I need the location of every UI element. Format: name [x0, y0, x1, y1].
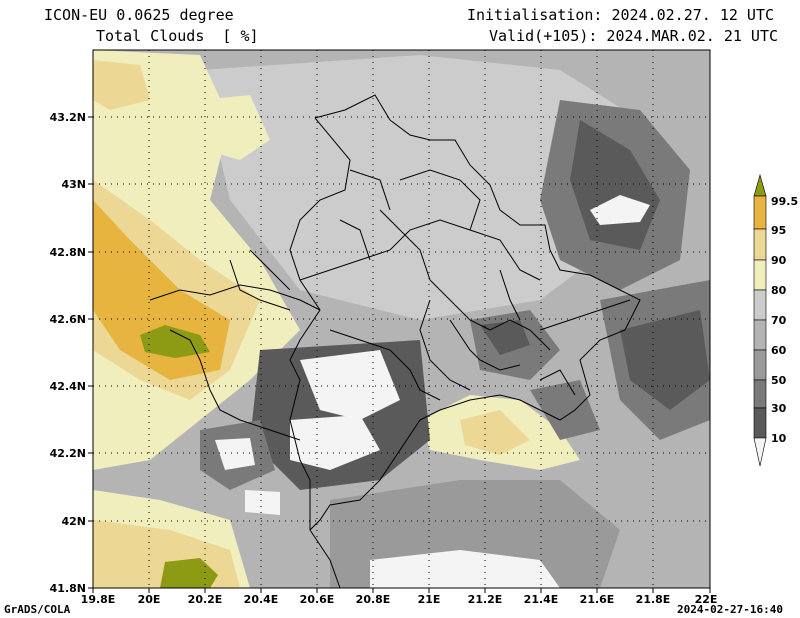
lon-label: 19.8E: [81, 593, 116, 606]
colorbar-segment-60: [753, 319, 767, 351]
valid-time: Valid(+105): 2024.MAR.02. 21 UTC: [489, 27, 778, 45]
grid-lines: [93, 50, 710, 588]
lon-label: 20.6E: [300, 593, 335, 606]
axis-ticks: [88, 116, 711, 593]
colorbar-segment-50: [753, 349, 767, 381]
lon-label: 22E: [695, 593, 718, 606]
timestamp-label: 2024-02-27-16:40: [677, 603, 783, 616]
colorbar-label: 70: [771, 314, 787, 327]
colorbar-label: 95: [771, 224, 786, 237]
colorbar-segment-70: [753, 289, 767, 321]
lon-label: 21.2E: [468, 593, 503, 606]
lon-label: 21.6E: [580, 593, 615, 606]
colorbar-label: 10: [771, 432, 787, 445]
lat-label: 42.8N: [50, 246, 86, 259]
colorbar-bottom-triangle: [753, 437, 767, 467]
colorbar-label: 30: [771, 402, 787, 415]
colorbar-segment-90: [753, 228, 767, 261]
lat-labels: 41.8N 42N 42.2N 42.4N 42.6N 42.8N 43N 43…: [50, 111, 86, 595]
lat-label: 43N: [61, 178, 86, 191]
colorbar-labels: 99.5 95 90 80 70 60 50 30 10: [771, 195, 798, 445]
colorbar: [753, 173, 767, 467]
lon-label: 20.8E: [356, 593, 391, 606]
colorbar-label: 50: [771, 374, 787, 387]
colorbar-label: 99.5: [771, 195, 798, 208]
colorbar-segment-95: [753, 195, 767, 230]
lat-label: 42.2N: [50, 447, 86, 460]
lat-label: 42N: [61, 515, 86, 528]
lon-label: 20.4E: [244, 593, 279, 606]
lon-label: 21E: [418, 593, 441, 606]
lat-label: 41.8N: [50, 582, 86, 595]
colorbar-label: 80: [771, 284, 787, 297]
colorbar-segment-80: [753, 259, 767, 291]
model-title: ICON-EU 0.0625 degree: [44, 6, 234, 24]
lon-label: 21.4E: [524, 593, 559, 606]
lat-label: 42.6N: [50, 313, 86, 326]
lon-label: 20.2E: [188, 593, 223, 606]
lon-labels: 19.8E 20E 20.2E 20.4E 20.6E 20.8E 21E 21…: [81, 593, 718, 606]
field-title: Total Clouds [ %]: [96, 27, 259, 45]
borders: [149, 94, 641, 588]
lat-label: 42.4N: [50, 380, 86, 393]
colorbar-segment-10: [753, 407, 767, 439]
colorbar-label: 90: [771, 254, 787, 267]
colorbar-segment-30: [753, 379, 767, 409]
init-time: Initialisation: 2024.02.27. 12 UTC: [466, 6, 774, 24]
colorbar-label: 60: [771, 344, 787, 357]
lat-label: 43.2N: [50, 111, 86, 124]
lon-label: 20E: [138, 593, 161, 606]
colorbar-top-triangle: [753, 173, 767, 197]
credit-label: GrADS/COLA: [4, 603, 71, 616]
cloud-field: [93, 50, 710, 588]
lon-label: 21.8E: [636, 593, 671, 606]
